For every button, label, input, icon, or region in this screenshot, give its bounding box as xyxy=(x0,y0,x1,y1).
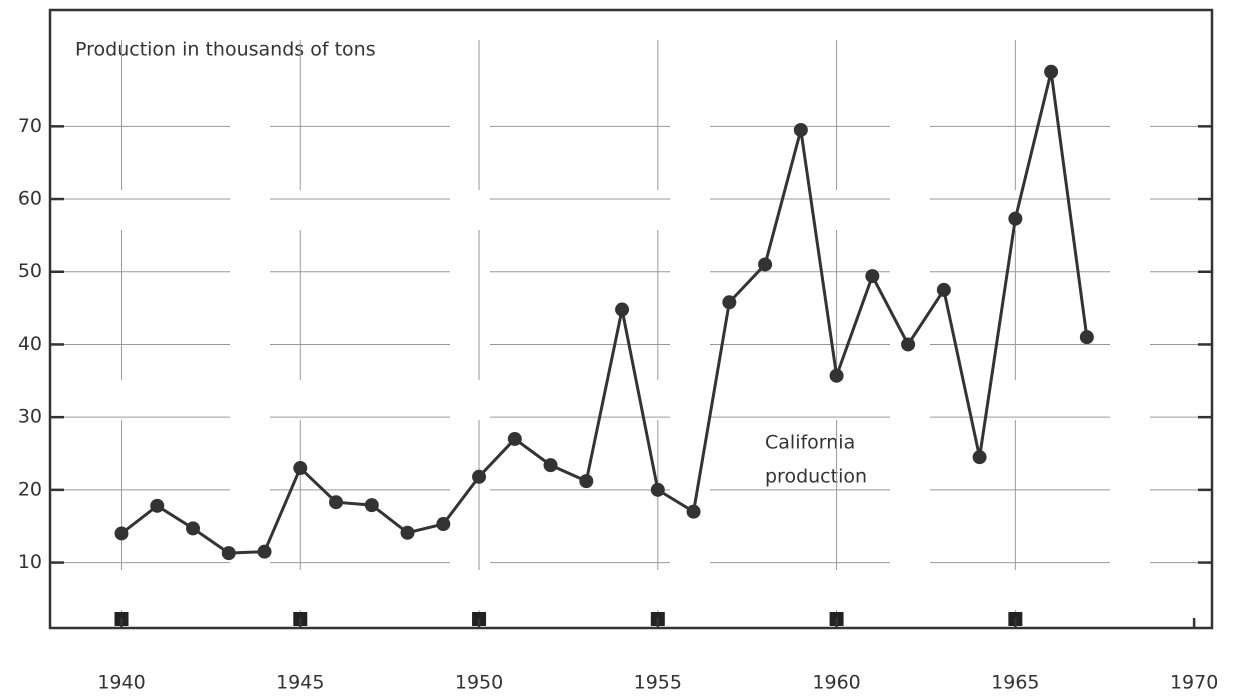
y-tick-label: 60 xyxy=(18,188,42,210)
y-tick-label: 20 xyxy=(18,478,42,500)
point xyxy=(114,526,129,541)
point xyxy=(936,282,951,297)
y-tick-label: 40 xyxy=(18,333,42,355)
line xyxy=(120,71,1089,555)
point xyxy=(722,295,737,310)
y-tick-label: 30 xyxy=(18,406,42,428)
plot-frame xyxy=(48,8,1214,630)
y-tick-label: 50 xyxy=(18,260,42,282)
point xyxy=(758,257,773,272)
point xyxy=(579,474,594,489)
x-tick-label: 1950 xyxy=(455,672,503,694)
point xyxy=(543,458,558,473)
point xyxy=(829,368,844,383)
point xyxy=(1079,330,1094,345)
x-tick-label: 1940 xyxy=(97,672,145,694)
point xyxy=(472,469,487,484)
point xyxy=(686,504,701,519)
y-tick-label: 70 xyxy=(18,115,42,137)
point xyxy=(364,498,379,513)
point xyxy=(507,431,522,446)
x-tick-label: 1945 xyxy=(276,672,324,694)
x-tick-label: 1970 xyxy=(1170,672,1218,694)
annotation: California xyxy=(765,432,855,454)
point xyxy=(257,544,272,559)
point xyxy=(221,546,236,561)
x-tick-label: 1955 xyxy=(634,672,682,694)
point xyxy=(186,521,201,536)
point xyxy=(329,495,344,510)
point xyxy=(865,269,880,284)
x-tick-label: 1965 xyxy=(991,672,1039,694)
y-tick-label: 10 xyxy=(18,551,42,573)
point xyxy=(293,461,308,476)
point xyxy=(901,337,916,352)
annotation: production xyxy=(765,466,867,488)
y-axis-label: Production in thousands of tons xyxy=(75,39,376,61)
point xyxy=(972,450,987,465)
point xyxy=(1044,64,1059,79)
point xyxy=(615,302,630,317)
point xyxy=(793,122,808,137)
point xyxy=(650,482,665,497)
point xyxy=(436,517,451,532)
point xyxy=(400,525,415,540)
point xyxy=(150,498,165,513)
point xyxy=(1008,211,1023,226)
x-tick-label: 1960 xyxy=(812,672,860,694)
